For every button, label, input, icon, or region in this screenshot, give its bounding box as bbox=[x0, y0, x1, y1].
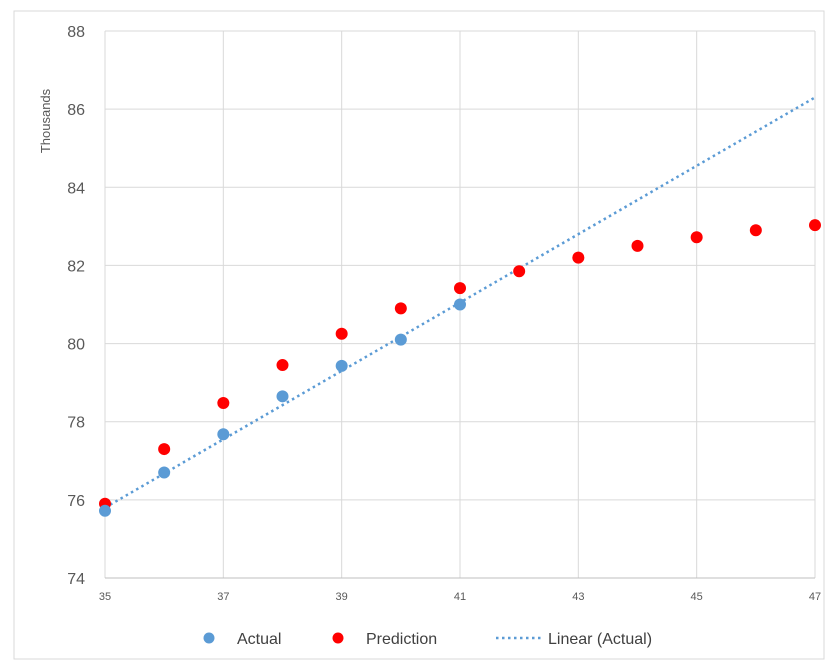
point-prediction bbox=[690, 231, 703, 244]
point-prediction bbox=[394, 302, 407, 315]
x-tick-label: 43 bbox=[572, 591, 584, 603]
legend-label: Linear (Actual) bbox=[548, 631, 652, 648]
x-tick-label: 41 bbox=[454, 591, 466, 603]
point-actual bbox=[276, 390, 289, 403]
x-tick-label: 45 bbox=[691, 591, 703, 603]
y-tick-label: 74 bbox=[67, 571, 85, 588]
y-tick-label: 82 bbox=[67, 258, 85, 275]
legend-marker-prediction bbox=[332, 632, 344, 644]
point-actual bbox=[99, 504, 111, 517]
x-tick-label: 39 bbox=[336, 591, 348, 603]
point-prediction bbox=[335, 327, 348, 340]
point-prediction bbox=[513, 265, 526, 278]
point-prediction bbox=[276, 359, 289, 372]
point-actual bbox=[454, 298, 466, 311]
x-tick-label: 37 bbox=[217, 591, 229, 603]
point-actual bbox=[335, 359, 348, 372]
y-tick-label: 76 bbox=[67, 493, 85, 510]
point-actual bbox=[394, 333, 407, 346]
legend-label: Prediction bbox=[366, 631, 437, 648]
point-prediction bbox=[217, 396, 230, 409]
y-tick-label: 88 bbox=[67, 24, 85, 41]
legend-label: Actual bbox=[237, 631, 281, 648]
x-tick-label: 47 bbox=[809, 591, 821, 603]
y-tick-label: 80 bbox=[67, 337, 85, 354]
legend-marker-actual bbox=[203, 632, 215, 644]
point-prediction bbox=[749, 224, 762, 237]
labels-layer: 74 76 78 80 82 84 86 88 35 37 39 41 43 45 47 Thousands bbox=[38, 24, 821, 603]
x-tick-label: 35 bbox=[99, 591, 111, 603]
y-tick-label: 78 bbox=[67, 415, 85, 432]
y-tick-label: 84 bbox=[67, 180, 85, 197]
points-layer bbox=[99, 219, 821, 517]
point-prediction bbox=[809, 219, 821, 232]
y-axis-title: Thousands bbox=[38, 88, 53, 153]
point-prediction bbox=[572, 251, 585, 264]
y-tick-label: 86 bbox=[67, 102, 85, 119]
point-prediction bbox=[454, 282, 466, 295]
point-actual bbox=[158, 466, 171, 479]
grid-lines bbox=[13, 10, 825, 660]
chart-area-border bbox=[13, 10, 825, 660]
point-prediction bbox=[631, 239, 644, 252]
point-actual bbox=[217, 428, 230, 441]
legend: Actual Prediction Linear (Actual) bbox=[203, 631, 652, 648]
point-prediction bbox=[158, 443, 171, 456]
